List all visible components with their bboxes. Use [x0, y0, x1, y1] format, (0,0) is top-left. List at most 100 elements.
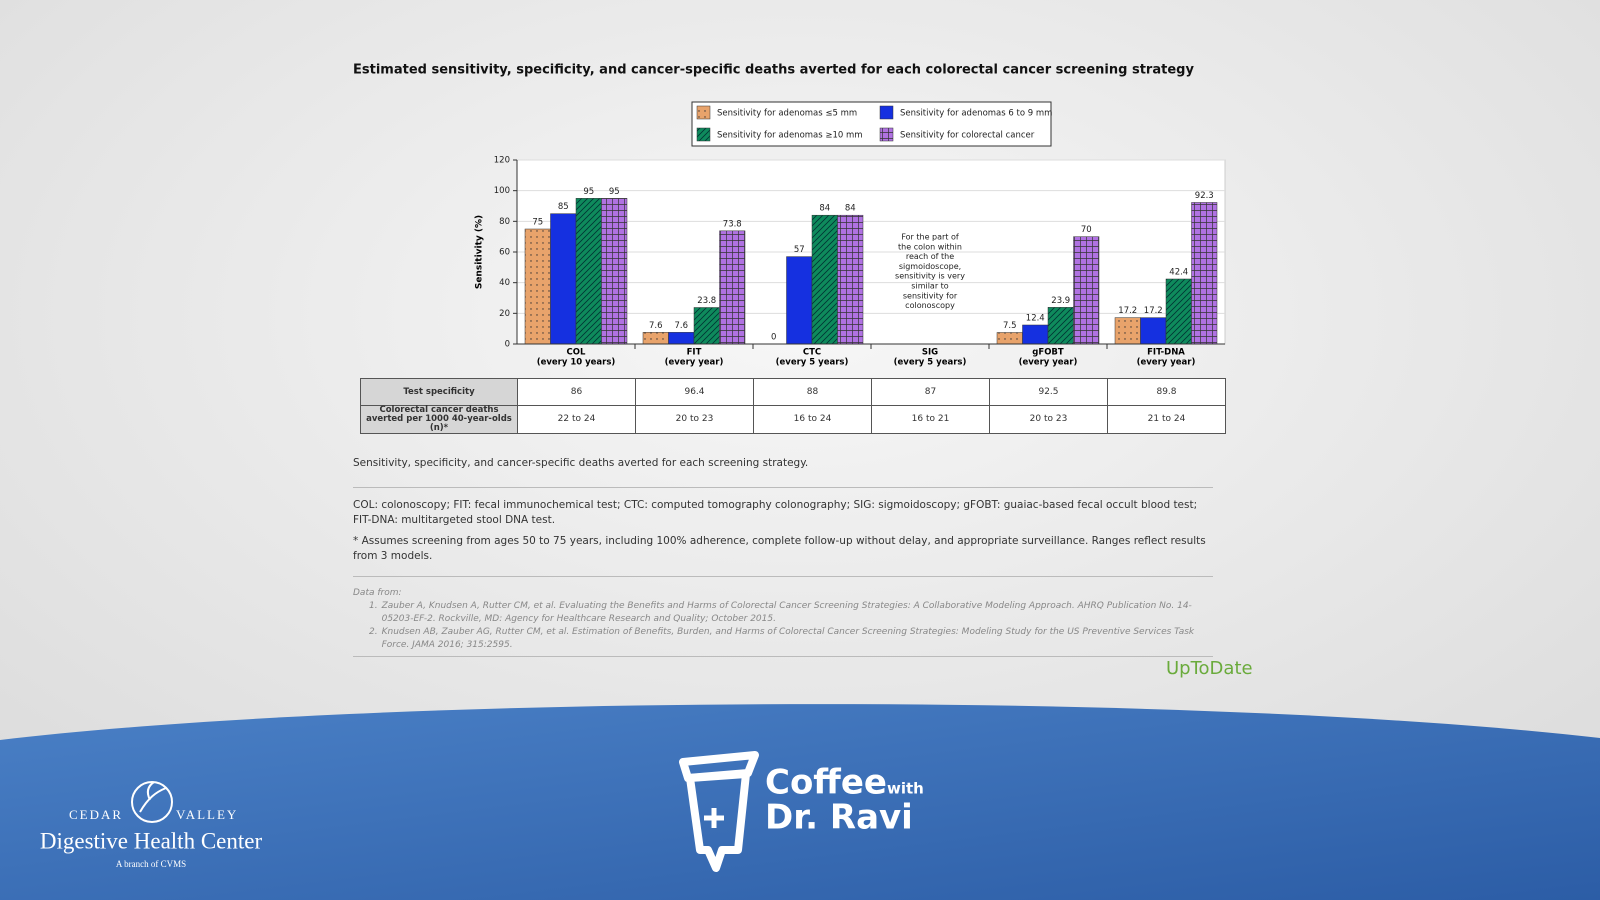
x-tick-label: gFOBT	[1032, 348, 1064, 358]
logo-sub: A branch of CVMS	[116, 859, 186, 869]
annotation: sensitivity is very	[895, 272, 965, 281]
y-tick-label: 0	[505, 340, 510, 350]
table-cell: 88	[753, 378, 872, 406]
table-cell: 22 to 24	[517, 405, 636, 434]
value-label: 95	[583, 187, 594, 197]
legend-swatch	[879, 105, 894, 120]
bar	[1140, 317, 1167, 345]
y-tick-label: 100	[494, 186, 510, 196]
table-wrap: Test specificity 86 96.4 88 87 92.5 89.8 Colore…	[360, 378, 1226, 434]
table-cell: 96.4	[635, 378, 754, 406]
logo-icon	[131, 781, 173, 823]
notes: COL: colonoscopy; FIT: fecal immunochemi…	[353, 498, 1213, 564]
value-label: 23.9	[1051, 296, 1070, 306]
bar	[811, 214, 838, 345]
value-label: 84	[819, 204, 830, 214]
bar	[1191, 202, 1218, 345]
source-number: 1.	[369, 601, 378, 611]
bar	[1047, 307, 1074, 345]
annotation: reach of the	[906, 252, 954, 261]
source-text: Zauber A, Knudsen A, Rutter CM, et al. E…	[381, 601, 1192, 624]
legend-label: Sensitivity for adenomas 6 to 9 mm	[900, 109, 1052, 119]
sources: Data from: 1. Zauber A, Knudsen A, Rutter…	[353, 587, 1213, 652]
x-tick-sublabel: (every year)	[1019, 358, 1078, 368]
show-host: Dr. Ravi	[765, 798, 913, 838]
y-tick-label: 80	[499, 217, 510, 227]
y-tick-label: 20	[499, 309, 510, 319]
source-item: 2. Knudsen AB, Zauber AG, Rutter CM, et a…	[369, 626, 1213, 652]
value-label: 73.8	[723, 219, 742, 229]
source-number: 2.	[369, 627, 378, 637]
sources-heading: Data from:	[353, 588, 402, 598]
cup-icon	[679, 751, 759, 872]
bar	[550, 213, 577, 345]
table-row: Test specificity 86 96.4 88 87 92.5 89.8	[360, 378, 1226, 406]
value-label: 12.4	[1026, 313, 1045, 323]
bar	[601, 198, 628, 345]
x-tick-sublabel: (every year)	[665, 358, 724, 368]
bar	[524, 228, 551, 345]
annotation: sigmoidoscope,	[899, 262, 961, 271]
x-tick-label: CTC	[803, 348, 821, 358]
value-label: 17.2	[1118, 306, 1137, 316]
logo-word: CEDAR	[69, 807, 123, 822]
caption: Sensitivity, specificity, and cancer-spe…	[353, 457, 809, 469]
y-tick-label: 60	[499, 248, 510, 258]
y-tick-label: 40	[499, 278, 510, 288]
divider	[353, 487, 1213, 488]
data-table: Test specificity 86 96.4 88 87 92.5 89.8 Colore…	[360, 378, 1226, 434]
y-axis-label: Sensitivity (%)	[475, 215, 485, 289]
x-tick-label: COL	[567, 348, 586, 358]
x-tick-sublabel: (every 5 years)	[776, 358, 849, 368]
value-label: 92.3	[1195, 191, 1214, 201]
show-title: with	[887, 780, 924, 798]
value-label: 7.5	[1003, 321, 1017, 331]
logo-leaf	[139, 781, 167, 813]
bar	[642, 332, 669, 345]
cup-cross	[704, 808, 724, 828]
bar	[693, 307, 720, 345]
table-cell: 21 to 24	[1107, 405, 1226, 434]
value-label: 57	[794, 245, 805, 255]
annotation: sensitivity for	[903, 291, 958, 300]
legend-box	[691, 101, 1052, 147]
value-label: 7.6	[649, 321, 663, 331]
table-cell: 16 to 21	[871, 405, 990, 434]
table-cell: 16 to 24	[753, 405, 872, 434]
value-label: 7.6	[674, 321, 688, 331]
note: COL: colonoscopy; FIT: fecal immunochemi…	[353, 499, 1198, 526]
annotation: For the part of	[901, 233, 959, 242]
legend-label: Sensitivity for adenomas ≥10 mm	[717, 131, 863, 141]
y-tick-label: 120	[494, 156, 510, 166]
value-label: 85	[558, 202, 569, 212]
table-cell: 20 to 23	[989, 405, 1108, 434]
source-item: 1. Zauber A, Knudsen A, Rutter CM, et al.…	[369, 600, 1213, 626]
x-tick-sublabel: (every 10 years)	[537, 358, 616, 368]
uptodate-logo: UpToDate	[1166, 658, 1253, 679]
table-cell: 86	[517, 378, 636, 406]
legend-swatch	[879, 127, 894, 142]
bar	[575, 198, 602, 345]
table-row: Colorectal cancer deaths averted per 100…	[360, 405, 1226, 434]
bar	[1165, 278, 1192, 345]
divider	[353, 576, 1213, 577]
value-label: 84	[845, 204, 856, 214]
x-tick-sublabel: (every year)	[1137, 358, 1196, 368]
show-title: Coffee	[765, 763, 887, 803]
note: * Assumes screening from ages 50 to 75 y…	[353, 535, 1206, 562]
bar	[668, 332, 695, 345]
legend-swatch	[696, 127, 711, 142]
annotation: similar to	[911, 282, 949, 291]
bar	[837, 214, 864, 345]
row-header: Colorectal cancer deaths averted per 100…	[360, 405, 518, 434]
x-tick-label: FIT	[687, 348, 702, 358]
table-cell: 92.5	[989, 378, 1108, 406]
table-cell: 87	[871, 378, 990, 406]
legend-label: Sensitivity for adenomas ≤5 mm	[717, 109, 857, 119]
row-header: Test specificity	[360, 378, 518, 406]
bar	[1073, 236, 1100, 345]
logo-word: VALLEY	[176, 807, 238, 822]
x-tick-label: SIG	[922, 348, 938, 358]
